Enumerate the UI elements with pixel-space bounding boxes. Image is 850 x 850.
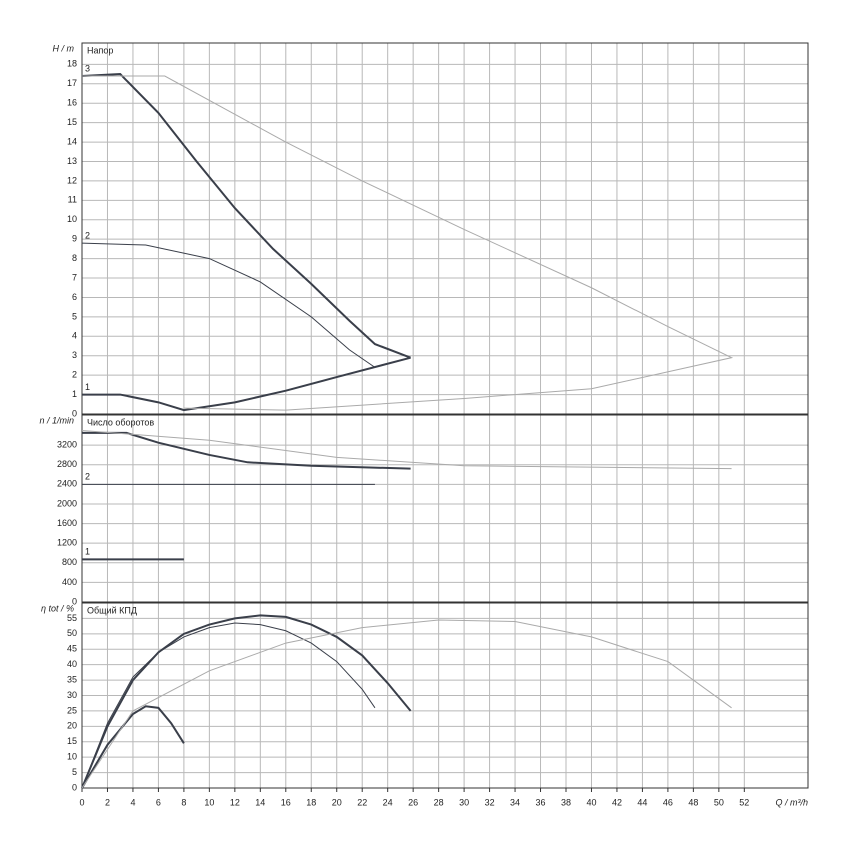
y-tick-label: 800 [62,557,77,567]
y-tick-label: 11 [68,195,77,205]
x-tick-label: 46 [663,797,673,807]
series-line [82,75,734,411]
x-tick-label: 32 [485,797,495,807]
series-label: 3 [85,63,90,73]
x-tick-label: 16 [281,797,291,807]
y-tick-label: 20 [67,721,77,731]
y-tick-label: 4 [72,331,77,341]
x-tick-label: 24 [383,797,393,807]
x-tick-label: 40 [586,797,596,807]
y-tick-label: 16 [67,98,77,108]
series-line [81,614,412,789]
series-line [81,705,185,789]
y-tick-label: 3200 [57,440,77,450]
y-tick-label: 25 [67,705,77,715]
series-label: 2 [85,472,90,482]
y-tick-label: 1600 [57,518,77,528]
panel-title: Число оборотов [87,417,154,427]
x-tick-label: 0 [79,797,84,807]
x-tick-label: 22 [357,797,367,807]
x-tick-label: 14 [255,797,265,807]
y-tick-label: 45 [67,644,77,654]
panel-title: Общий КПД [87,605,137,615]
y-tick-label: 1 [72,389,77,399]
series-line [81,622,376,789]
x-tick-label: 52 [739,797,749,807]
x-tick-label: 18 [306,797,316,807]
panel-frame [81,42,809,415]
y-tick-label: 15 [67,736,77,746]
x-tick-label: 30 [459,797,469,807]
series-line [81,429,732,470]
y-tick-label: 15 [67,117,77,127]
y-tick-label: 0 [72,782,77,792]
y-tick-label: 10 [67,214,77,224]
series-line [82,356,411,412]
series-line [82,431,411,470]
x-tick-label: 48 [688,797,698,807]
panel-title: Напор [87,45,113,55]
y-tick-label: 2400 [57,479,77,489]
y-tick-label: 5 [72,311,77,321]
panel-frame [81,414,809,603]
series-line [81,73,411,359]
series-line [81,242,376,368]
y-tick-label: 10 [67,752,77,762]
y-axis-label: H / m [53,43,75,53]
y-tick-label: 13 [67,156,77,166]
y-tick-label: 0 [72,596,77,606]
x-tick-label: 12 [230,797,240,807]
x-tick-label: 42 [612,797,622,807]
x-tick-label: 2 [105,797,110,807]
y-tick-label: 12 [67,175,77,185]
series-label: 2 [85,230,90,240]
x-axis-label: Q / m³/h [775,797,808,807]
x-tick-label: 20 [332,797,342,807]
x-tick-label: 50 [714,797,724,807]
y-tick-label: 2800 [57,459,77,469]
y-tick-label: 6 [72,292,77,302]
y-tick-label: 17 [67,78,77,88]
x-tick-label: 34 [510,797,520,807]
series-label: 1 [85,382,90,392]
y-tick-label: 30 [67,690,77,700]
y-tick-label: 400 [62,577,77,587]
y-tick-label: 3 [72,350,77,360]
y-axis-label: n / 1/min [39,415,74,425]
x-tick-label: 26 [408,797,418,807]
x-tick-label: 6 [156,797,161,807]
x-tick-label: 28 [434,797,444,807]
y-tick-label: 9 [72,234,77,244]
x-tick-label: 38 [561,797,571,807]
y-tick-label: 40 [67,659,77,669]
y-tick-label: 55 [67,613,77,623]
y-tick-label: 7 [72,272,77,282]
y-tick-label: 35 [67,674,77,684]
x-tick-label: 44 [637,797,647,807]
y-tick-label: 1200 [57,538,77,548]
y-tick-label: 2000 [57,498,77,508]
x-tick-label: 36 [536,797,546,807]
y-tick-label: 14 [67,136,77,146]
panel-frame [81,602,809,789]
y-tick-label: 8 [72,253,77,263]
y-tick-label: 18 [67,59,77,69]
y-tick-label: 0 [72,408,77,418]
series-label: 1 [85,547,90,557]
series-line [81,619,732,789]
x-tick-label: 4 [130,797,135,807]
y-tick-label: 2 [72,370,77,380]
x-tick-label: 10 [204,797,214,807]
y-tick-label: 50 [67,628,77,638]
x-tick-label: 8 [181,797,186,807]
y-axis-label: η tot / % [41,603,74,613]
y-tick-label: 5 [72,767,77,777]
